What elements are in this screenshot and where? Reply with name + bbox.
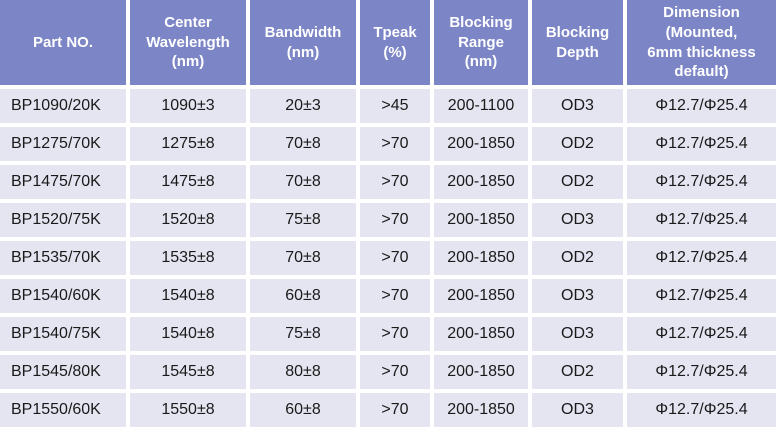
cell-bandwidth: 70±8 bbox=[250, 127, 356, 161]
cell-tpeak: >70 bbox=[360, 203, 430, 237]
column-header-blocking-depth: Blocking Depth bbox=[532, 0, 623, 85]
cell-center-wavelength: 1535±8 bbox=[130, 241, 246, 275]
cell-blocking-depth: OD3 bbox=[532, 279, 623, 313]
cell-part-no: BP1545/80K bbox=[0, 355, 126, 389]
cell-center-wavelength: 1475±8 bbox=[130, 165, 246, 199]
cell-center-wavelength: 1540±8 bbox=[130, 317, 246, 351]
cell-blocking-depth: OD3 bbox=[532, 317, 623, 351]
cell-dimension: Φ12.7/Φ25.4 bbox=[627, 317, 776, 351]
cell-center-wavelength: 1545±8 bbox=[130, 355, 246, 389]
column-header-bandwidth: Bandwidth (nm) bbox=[250, 0, 356, 85]
cell-center-wavelength: 1275±8 bbox=[130, 127, 246, 161]
cell-center-wavelength: 1540±8 bbox=[130, 279, 246, 313]
cell-part-no: BP1540/75K bbox=[0, 317, 126, 351]
cell-tpeak: >70 bbox=[360, 165, 430, 199]
cell-part-no: BP1475/70K bbox=[0, 165, 126, 199]
cell-blocking-depth: OD3 bbox=[532, 89, 623, 123]
cell-blocking-depth: OD3 bbox=[532, 203, 623, 237]
cell-center-wavelength: 1550±8 bbox=[130, 393, 246, 427]
cell-dimension: Φ12.7/Φ25.4 bbox=[627, 241, 776, 275]
cell-bandwidth: 20±3 bbox=[250, 89, 356, 123]
cell-dimension: Φ12.7/Φ25.4 bbox=[627, 203, 776, 237]
cell-blocking-range: 200-1850 bbox=[434, 317, 528, 351]
cell-tpeak: >70 bbox=[360, 393, 430, 427]
cell-blocking-range: 200-1850 bbox=[434, 127, 528, 161]
cell-center-wavelength: 1090±3 bbox=[130, 89, 246, 123]
cell-blocking-depth: OD2 bbox=[532, 355, 623, 389]
cell-part-no: BP1090/20K bbox=[0, 89, 126, 123]
cell-part-no: BP1520/75K bbox=[0, 203, 126, 237]
cell-blocking-range: 200-1850 bbox=[434, 241, 528, 275]
cell-dimension: Φ12.7/Φ25.4 bbox=[627, 355, 776, 389]
cell-dimension: Φ12.7/Φ25.4 bbox=[627, 279, 776, 313]
cell-bandwidth: 60±8 bbox=[250, 393, 356, 427]
column-header-blocking-range: Blocking Range (nm) bbox=[434, 0, 528, 85]
cell-tpeak: >70 bbox=[360, 355, 430, 389]
cell-bandwidth: 70±8 bbox=[250, 165, 356, 199]
cell-blocking-depth: OD3 bbox=[532, 393, 623, 427]
cell-part-no: BP1550/60K bbox=[0, 393, 126, 427]
cell-blocking-range: 200-1850 bbox=[434, 203, 528, 237]
column-header-dimension: Dimension (Mounted, 6mm thickness defaul… bbox=[627, 0, 776, 85]
cell-bandwidth: 75±8 bbox=[250, 317, 356, 351]
cell-tpeak: >70 bbox=[360, 127, 430, 161]
cell-center-wavelength: 1520±8 bbox=[130, 203, 246, 237]
cell-dimension: Φ12.7/Φ25.4 bbox=[627, 165, 776, 199]
cell-blocking-range: 200-1850 bbox=[434, 279, 528, 313]
cell-blocking-range: 200-1850 bbox=[434, 165, 528, 199]
column-header-tpeak: Tpeak (%) bbox=[360, 0, 430, 85]
cell-bandwidth: 75±8 bbox=[250, 203, 356, 237]
cell-dimension: Φ12.7/Φ25.4 bbox=[627, 393, 776, 427]
cell-bandwidth: 80±8 bbox=[250, 355, 356, 389]
column-header-center-wavelength: Center Wavelength (nm) bbox=[130, 0, 246, 85]
cell-bandwidth: 60±8 bbox=[250, 279, 356, 313]
cell-blocking-depth: OD2 bbox=[532, 241, 623, 275]
cell-tpeak: >70 bbox=[360, 241, 430, 275]
cell-dimension: Φ12.7/Φ25.4 bbox=[627, 127, 776, 161]
cell-blocking-depth: OD2 bbox=[532, 165, 623, 199]
cell-dimension: Φ12.7/Φ25.4 bbox=[627, 89, 776, 123]
cell-part-no: BP1540/60K bbox=[0, 279, 126, 313]
cell-part-no: BP1535/70K bbox=[0, 241, 126, 275]
cell-tpeak: >45 bbox=[360, 89, 430, 123]
cell-blocking-range: 200-1100 bbox=[434, 89, 528, 123]
column-header-part-no: Part NO. bbox=[0, 0, 126, 85]
cell-blocking-depth: OD2 bbox=[532, 127, 623, 161]
cell-part-no: BP1275/70K bbox=[0, 127, 126, 161]
cell-bandwidth: 70±8 bbox=[250, 241, 356, 275]
cell-blocking-range: 200-1850 bbox=[434, 355, 528, 389]
cell-blocking-range: 200-1850 bbox=[434, 393, 528, 427]
cell-tpeak: >70 bbox=[360, 317, 430, 351]
cell-tpeak: >70 bbox=[360, 279, 430, 313]
